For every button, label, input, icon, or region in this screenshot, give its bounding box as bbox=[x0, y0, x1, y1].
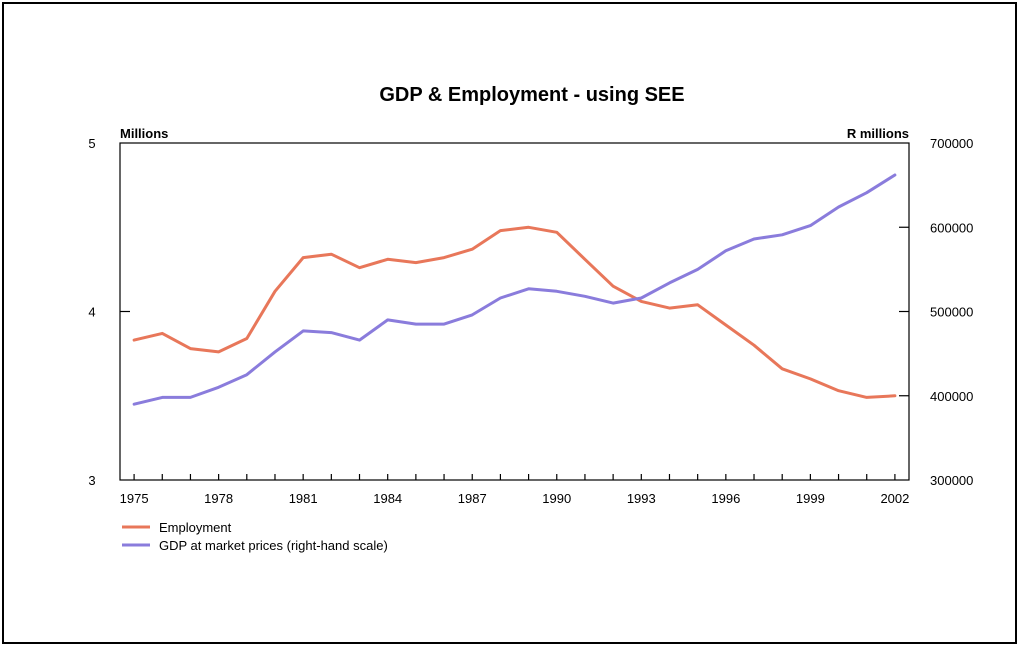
x-tick-label: 1990 bbox=[542, 491, 571, 506]
x-tick-label: 1993 bbox=[627, 491, 656, 506]
right-tick-label: 500000 bbox=[930, 305, 973, 320]
left-axis-ticks: 3 4 5 bbox=[88, 136, 130, 488]
left-tick-label: 3 bbox=[88, 473, 95, 488]
legend: Employment GDP at market prices (right-ha… bbox=[122, 520, 388, 553]
series-line-gdp bbox=[132, 173, 897, 406]
right-tick-label: 300000 bbox=[930, 473, 973, 488]
x-tick-label: 1975 bbox=[120, 491, 149, 506]
x-tick-label: 1987 bbox=[458, 491, 487, 506]
right-tick-label: 400000 bbox=[930, 389, 973, 404]
legend-label: Employment bbox=[159, 520, 232, 535]
left-axis-unit: Millions bbox=[120, 126, 168, 141]
right-tick-label: 700000 bbox=[930, 136, 973, 151]
x-tick-label: 2002 bbox=[880, 491, 909, 506]
left-tick-label: 5 bbox=[88, 136, 95, 151]
chart-svg: GDP & Employment - using SEE Millions R … bbox=[88, 84, 973, 553]
chart-title: GDP & Employment - using SEE bbox=[379, 84, 684, 106]
x-tick-label: 1999 bbox=[796, 491, 825, 506]
left-tick-label: 4 bbox=[88, 305, 95, 320]
x-tick-label: 1981 bbox=[289, 491, 318, 506]
x-tick-label: 1996 bbox=[711, 491, 740, 506]
x-tick-label: 1978 bbox=[204, 491, 233, 506]
x-axis-ticks: 1975 1978 1981 1984 1987 1990 1993 1996 1999 2002 bbox=[120, 474, 909, 506]
legend-label: GDP at market prices (right-hand scale) bbox=[159, 538, 388, 553]
right-tick-label: 600000 bbox=[930, 220, 973, 235]
plot-area bbox=[119, 142, 910, 481]
right-axis-ticks: 300000 400000 500000 600000 700000 bbox=[899, 136, 973, 488]
right-axis-unit: R millions bbox=[847, 126, 909, 141]
series-line-employment bbox=[132, 225, 897, 399]
series-layer bbox=[132, 173, 897, 406]
x-tick-label: 1984 bbox=[373, 491, 402, 506]
